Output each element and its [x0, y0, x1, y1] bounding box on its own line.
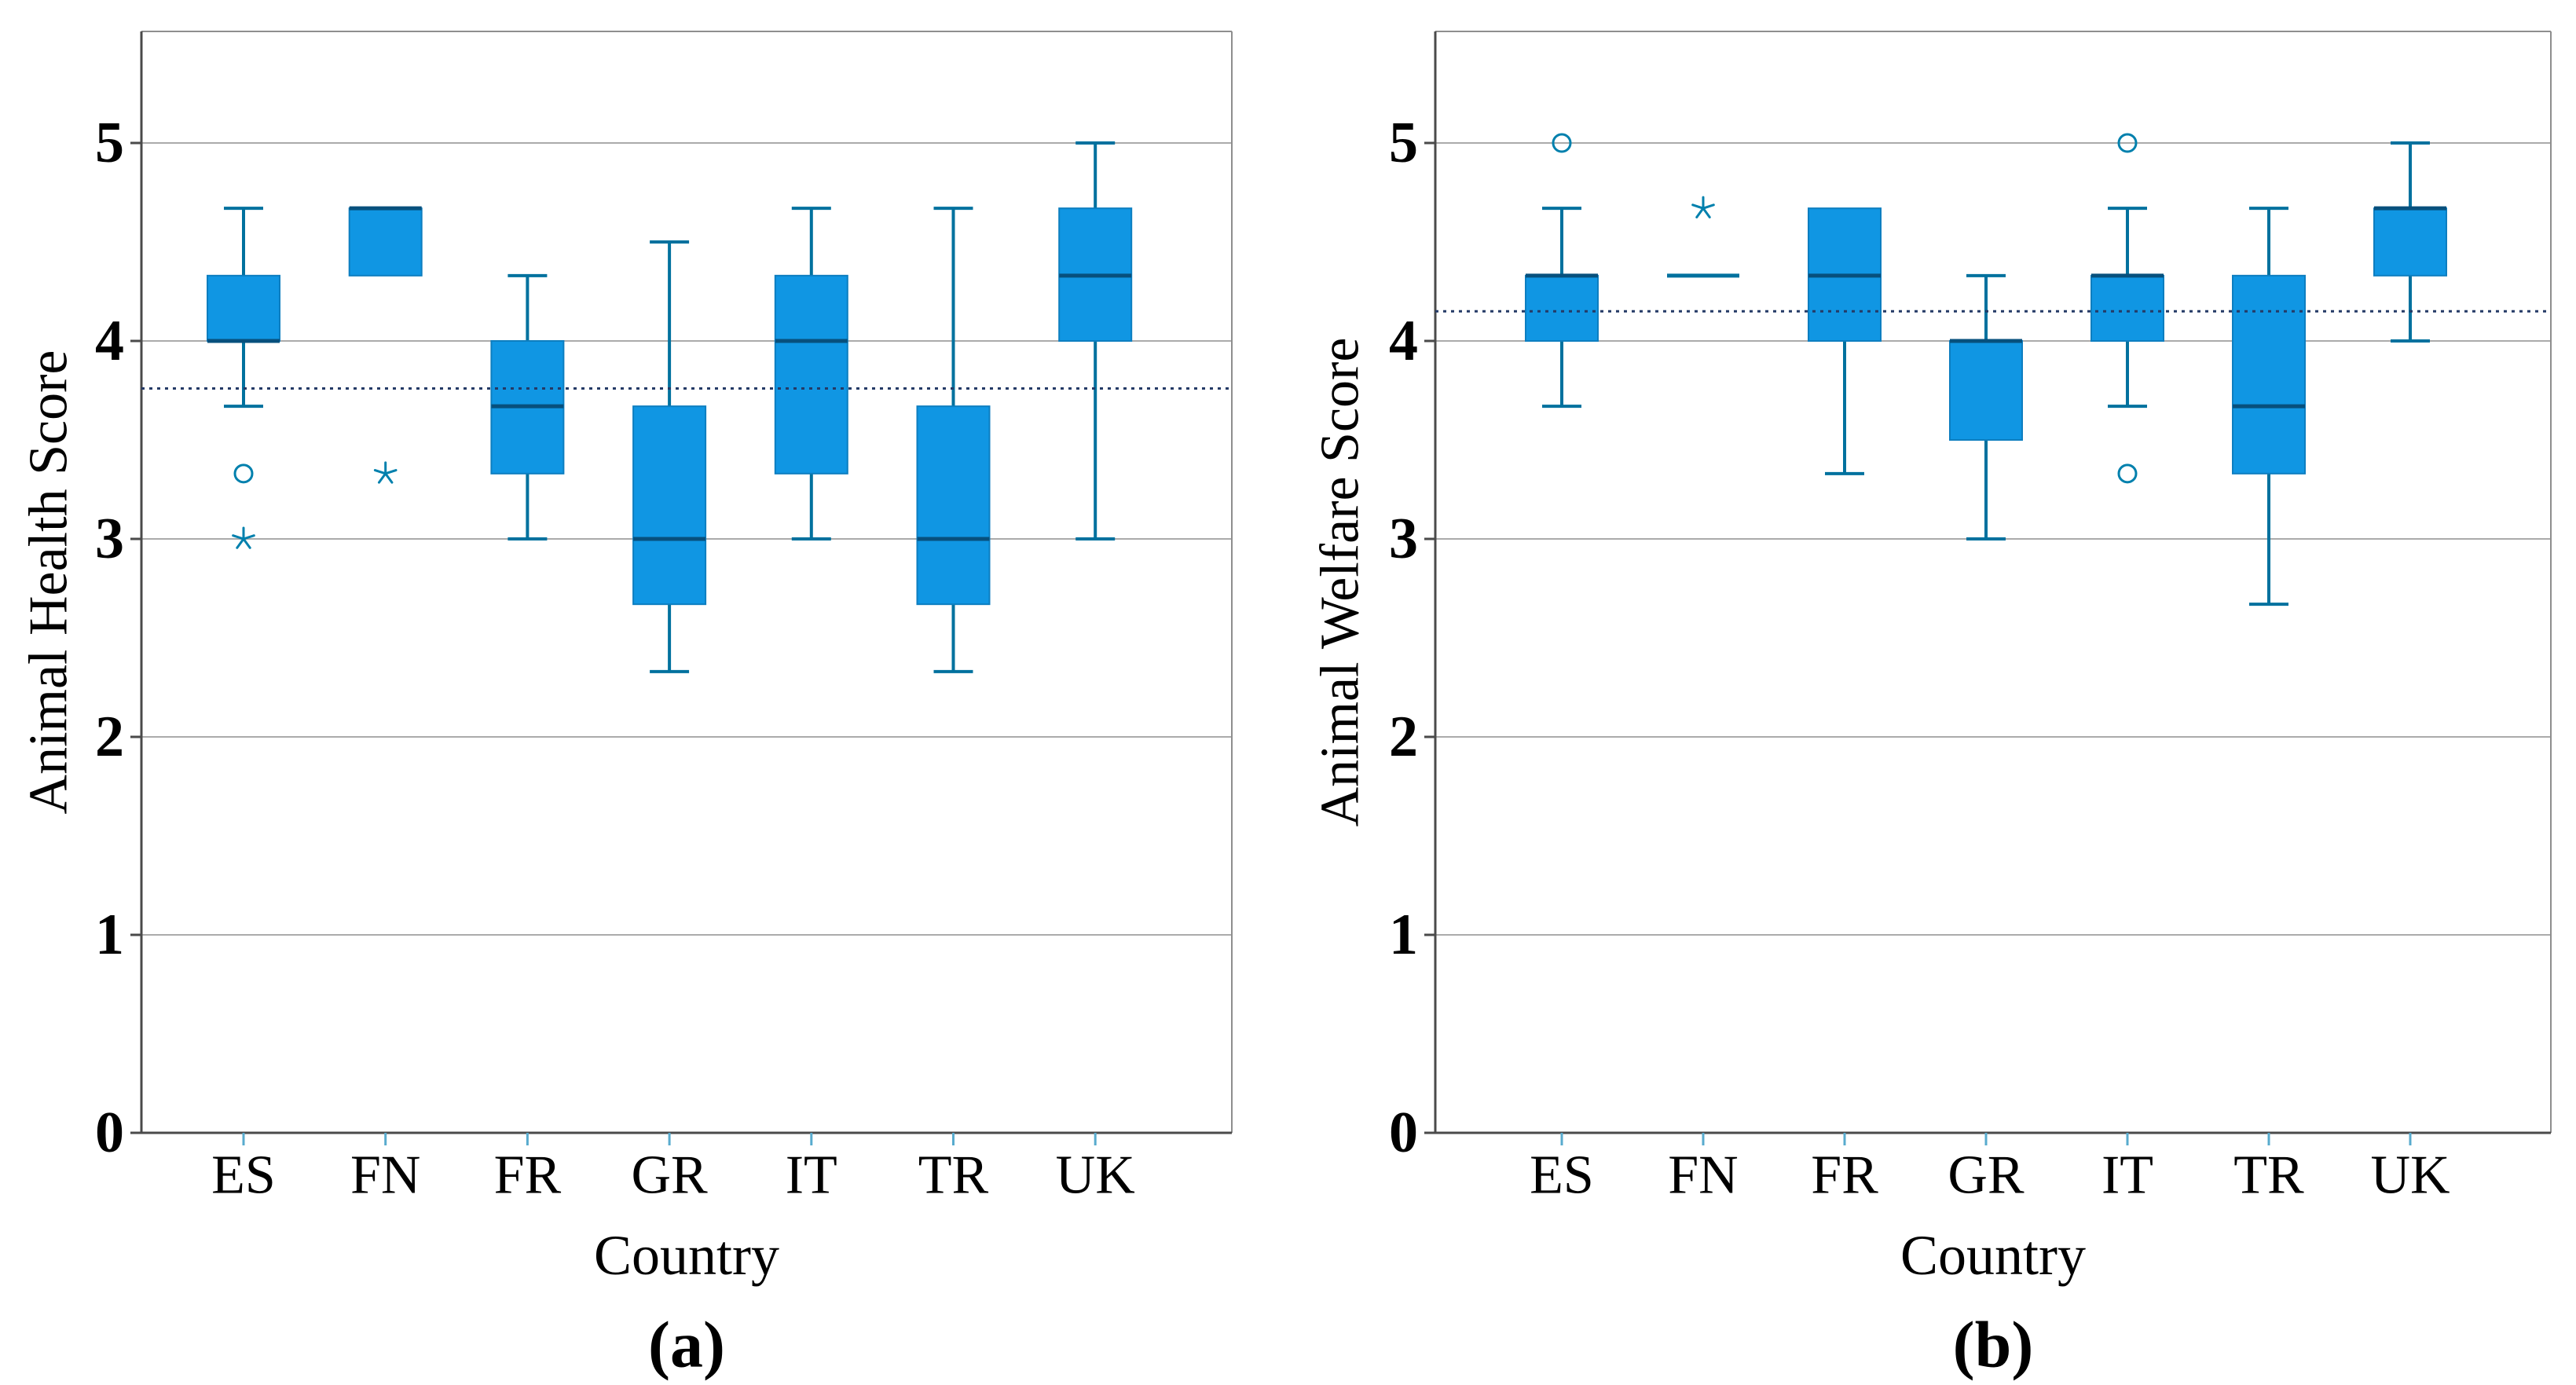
x-axis-title: Country	[594, 1224, 779, 1287]
y-tick-label-3: 3	[95, 507, 124, 571]
y-axis-title: Animal Health Score	[19, 350, 79, 815]
x-tick-label-ES: ES	[1530, 1145, 1594, 1206]
box-group-GR	[632, 240, 707, 673]
y-tick-label-2: 2	[1389, 705, 1418, 769]
box-group-IT	[2090, 207, 2164, 409]
box-group-ES	[1525, 207, 1599, 409]
iqr-box-TR	[916, 405, 991, 606]
x-tick-label-GR: GR	[1948, 1145, 2025, 1206]
x-tick-label-ES: ES	[211, 1145, 276, 1206]
box-group-ES	[207, 207, 280, 409]
box-group-FR	[1808, 207, 1882, 475]
outlier-circle-IT-1	[2117, 463, 2138, 484]
x-tick-label-GR: GR	[631, 1145, 708, 1206]
y-tick-label-0: 0	[95, 1101, 124, 1165]
x-tick-label-UK: UK	[1056, 1145, 1135, 1206]
y-tick-label-5: 5	[95, 111, 124, 175]
iqr-box-ES	[207, 274, 280, 342]
box-group-FR	[490, 273, 565, 540]
star-spoke	[242, 537, 251, 549]
iqr-box-IT	[774, 274, 848, 474]
box-group-TR	[916, 207, 991, 673]
x-tick-label-FR: FR	[494, 1145, 562, 1206]
y-tick-label-4: 4	[95, 309, 124, 373]
panel-letter: (a)	[648, 1309, 725, 1382]
iqr-box-TR	[2232, 274, 2306, 474]
x-tick-label-FR: FR	[1811, 1145, 1878, 1206]
x-tick-label-TR: TR	[2233, 1145, 2304, 1206]
box-group-UK	[2373, 141, 2447, 343]
panel-b: 0 1 2 3 4 5 ES FN FR GR IT TR UK Animal Welfare Score…	[1310, 31, 2552, 1382]
x-tick-label-FN: FN	[350, 1145, 420, 1206]
x-tick-label-IT: IT	[2101, 1145, 2153, 1206]
y-tick-label-3: 3	[1389, 507, 1418, 571]
panel-a: 0 1 2 3 4 5 ES FN FR GR IT TR UK Animal Health Score C…	[19, 31, 1233, 1382]
box-group-GR	[1949, 273, 2023, 540]
outlier-star-FN-0	[1691, 196, 1715, 218]
outlier-star-FN-0	[373, 461, 398, 484]
y-tick-label-0: 0	[1389, 1101, 1418, 1165]
iqr-box-ES	[1525, 274, 1599, 342]
star-spoke	[384, 469, 398, 475]
iqr-box-FN	[348, 207, 423, 277]
x-axis-title: Country	[1900, 1224, 2086, 1287]
star-spoke	[242, 534, 255, 540]
box-group-UK	[1058, 141, 1133, 540]
x-tick-label-TR: TR	[918, 1145, 989, 1206]
x-tick-label-UK: UK	[2370, 1145, 2450, 1206]
iqr-box-UK	[2373, 207, 2447, 277]
outlier-circle-IT-0	[2117, 133, 2138, 153]
star-spoke	[236, 537, 245, 549]
y-tick-label-1: 1	[1389, 903, 1418, 967]
box-group-TR	[2232, 207, 2306, 606]
x-tick-label-FN: FN	[1668, 1145, 1738, 1206]
box-group-IT	[774, 207, 848, 540]
y-axis-title: Animal Welfare Score	[1310, 338, 1371, 827]
box-group-FN	[348, 206, 423, 277]
star-spoke	[373, 469, 387, 475]
panel-letter: (b)	[1953, 1309, 2034, 1382]
star-spoke	[1702, 203, 1715, 210]
iqr-box-IT	[2090, 274, 2164, 342]
star-spoke	[1691, 203, 1705, 210]
star-spoke	[1695, 207, 1705, 218]
star-spoke	[377, 472, 387, 484]
y-tick-label-4: 4	[1389, 309, 1418, 373]
star-spoke	[384, 472, 394, 484]
y-tick-label-2: 2	[95, 705, 124, 769]
y-tick-label-1: 1	[95, 903, 124, 967]
star-spoke	[232, 534, 245, 540]
iqr-box-GR	[1949, 340, 2023, 441]
outlier-circle-ES-0	[233, 463, 254, 484]
x-tick-label-IT: IT	[786, 1145, 837, 1206]
y-tick-label-5: 5	[1389, 111, 1418, 175]
iqr-box-GR	[632, 405, 707, 606]
outlier-star-ES-1	[232, 526, 255, 549]
outlier-circle-ES-0	[1552, 133, 1572, 153]
star-spoke	[1702, 207, 1711, 218]
